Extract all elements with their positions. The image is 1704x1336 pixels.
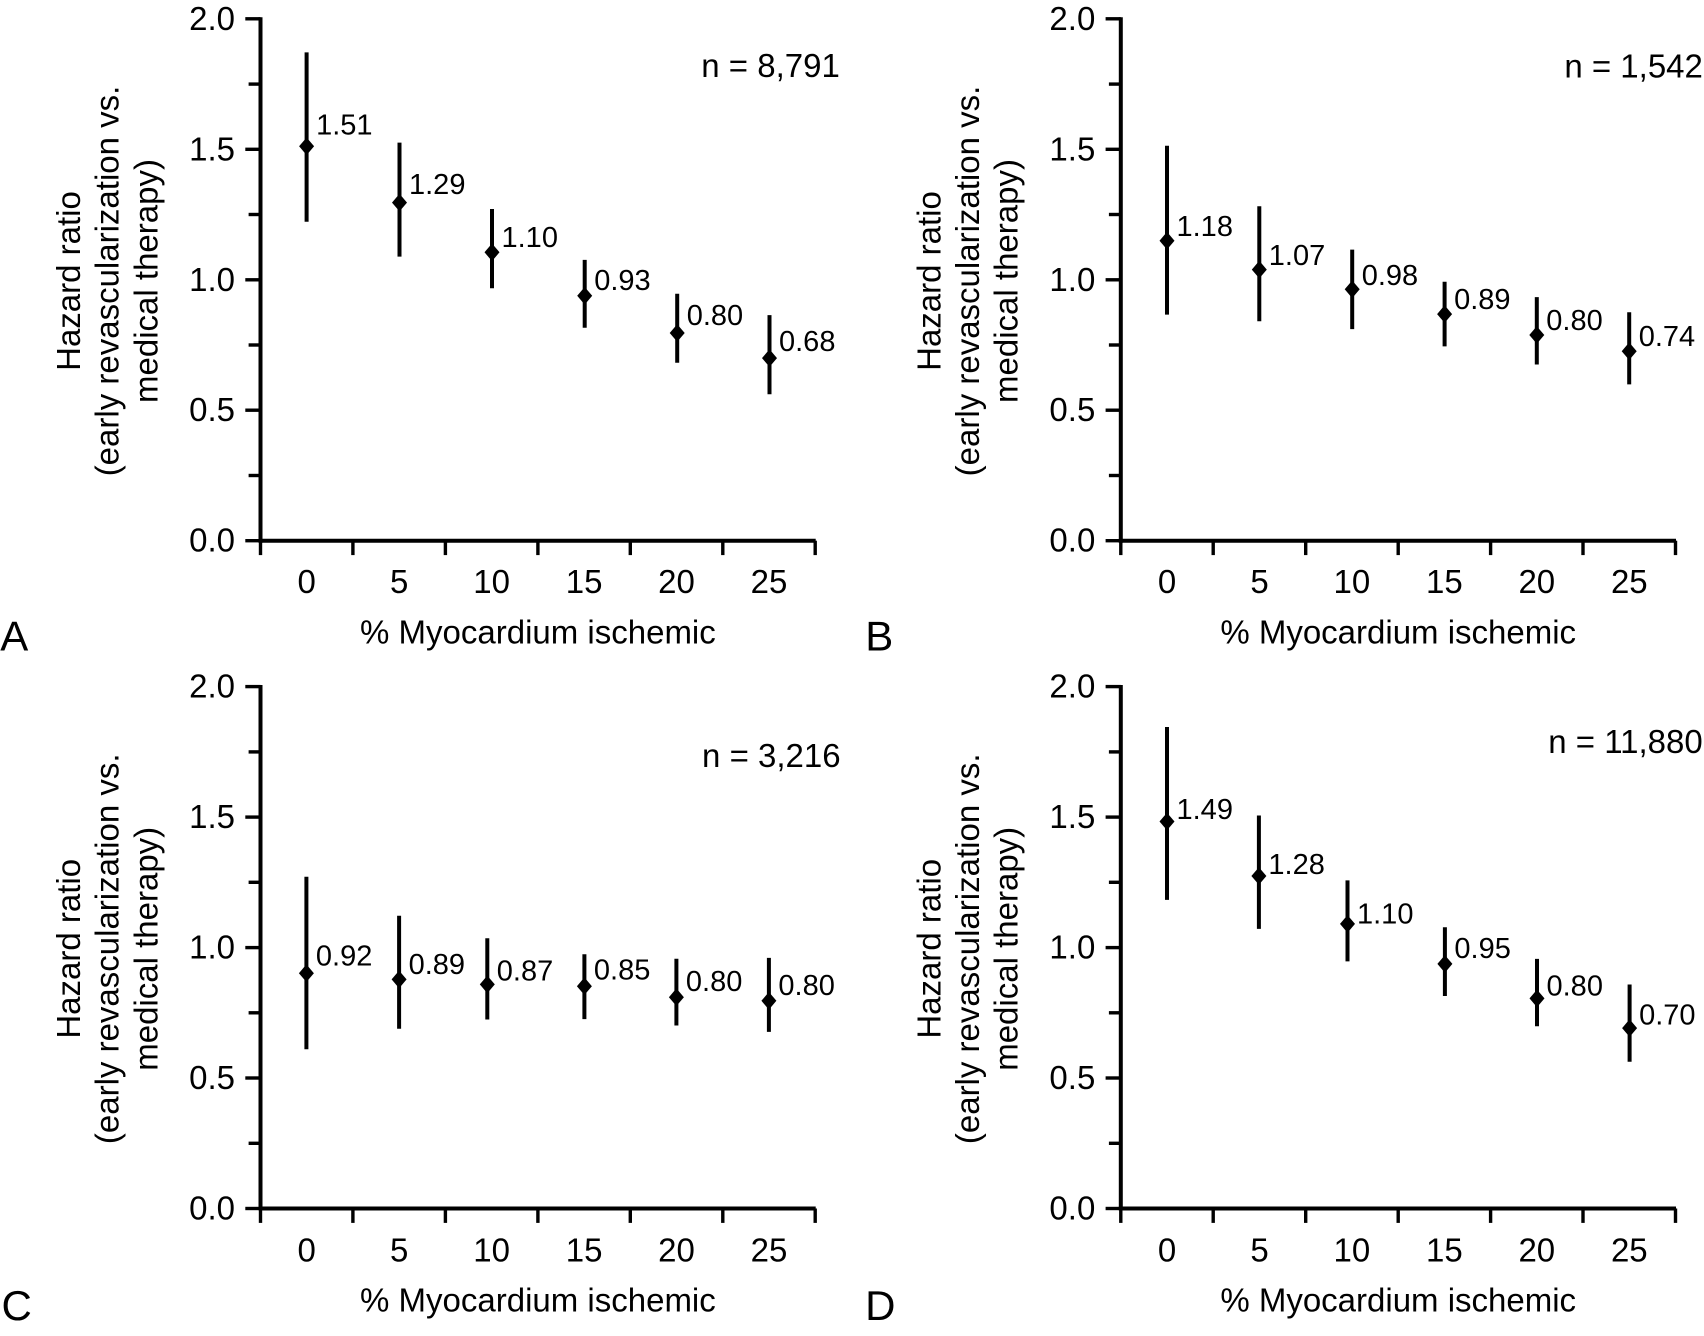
svg-text:C: C [2, 1282, 32, 1329]
svg-text:15: 15 [566, 1232, 603, 1269]
svg-text:0.5: 0.5 [1049, 391, 1095, 428]
svg-text:Hazard ratio: Hazard ratio [910, 859, 947, 1039]
svg-text:0.0: 0.0 [1049, 1190, 1095, 1227]
svg-text:15: 15 [566, 563, 603, 600]
svg-text:(early revascularization vs.: (early revascularization vs. [89, 86, 126, 477]
svg-text:2.0: 2.0 [189, 668, 235, 705]
svg-text:B: B [865, 613, 893, 660]
svg-text:2.0: 2.0 [1049, 668, 1095, 705]
svg-text:1.07: 1.07 [1269, 240, 1325, 272]
svg-text:0.0: 0.0 [189, 522, 235, 559]
svg-text:5: 5 [390, 1232, 408, 1269]
svg-text:0.5: 0.5 [189, 391, 235, 428]
svg-text:medical therapy): medical therapy) [127, 827, 164, 1071]
svg-text:(early revascularization vs.: (early revascularization vs. [89, 753, 126, 1144]
svg-text:1.5: 1.5 [189, 130, 235, 167]
svg-text:5: 5 [1250, 1232, 1268, 1269]
svg-text:Hazard ratio: Hazard ratio [910, 191, 947, 371]
svg-text:25: 25 [751, 563, 788, 600]
svg-text:20: 20 [1518, 563, 1555, 600]
svg-text:1.0: 1.0 [189, 261, 235, 298]
svg-text:0.0: 0.0 [1049, 522, 1095, 559]
svg-text:10: 10 [1334, 563, 1371, 600]
svg-text:0: 0 [298, 1232, 316, 1269]
svg-text:(early revascularization vs.: (early revascularization vs. [949, 753, 986, 1144]
svg-text:0.93: 0.93 [594, 265, 650, 297]
svg-text:medical therapy): medical therapy) [988, 827, 1025, 1071]
svg-text:n = 11,880: n = 11,880 [1548, 723, 1702, 760]
svg-text:0.92: 0.92 [316, 941, 372, 973]
svg-text:10: 10 [473, 1232, 510, 1269]
svg-text:2.0: 2.0 [189, 0, 235, 37]
svg-text:1.0: 1.0 [1049, 929, 1095, 966]
svg-text:A: A [0, 613, 28, 660]
svg-text:medical therapy): medical therapy) [127, 159, 164, 403]
svg-text:medical therapy): medical therapy) [988, 159, 1025, 403]
svg-text:0.74: 0.74 [1639, 321, 1695, 353]
svg-text:0.70: 0.70 [1639, 999, 1695, 1031]
svg-text:0: 0 [298, 563, 316, 600]
svg-text:0.68: 0.68 [779, 326, 835, 358]
svg-text:1.10: 1.10 [1357, 898, 1413, 930]
svg-text:1.28: 1.28 [1268, 849, 1324, 881]
svg-text:0.89: 0.89 [409, 949, 465, 981]
svg-text:% Myocardium ischemic: % Myocardium ischemic [1220, 614, 1576, 651]
svg-text:0.5: 0.5 [1049, 1059, 1095, 1096]
svg-text:n = 8,791: n = 8,791 [701, 47, 840, 84]
svg-text:0.0: 0.0 [189, 1190, 235, 1227]
svg-text:0.80: 0.80 [1547, 970, 1603, 1002]
svg-text:5: 5 [390, 563, 408, 600]
svg-text:15: 15 [1426, 1232, 1463, 1269]
svg-text:0: 0 [1158, 1232, 1176, 1269]
svg-text:Hazard ratio: Hazard ratio [50, 859, 87, 1039]
svg-text:1.5: 1.5 [189, 798, 235, 835]
svg-text:0.5: 0.5 [189, 1059, 235, 1096]
svg-text:25: 25 [1611, 563, 1648, 600]
svg-text:1.5: 1.5 [1049, 130, 1095, 167]
svg-text:0.80: 0.80 [1546, 305, 1602, 337]
svg-text:20: 20 [658, 563, 695, 600]
svg-text:0.87: 0.87 [497, 956, 553, 988]
svg-text:1.29: 1.29 [409, 169, 465, 201]
svg-text:n = 1,542: n = 1,542 [1564, 48, 1703, 85]
svg-text:% Myocardium ischemic: % Myocardium ischemic [360, 1281, 716, 1318]
svg-text:0: 0 [1158, 563, 1176, 600]
svg-text:1.18: 1.18 [1177, 211, 1233, 243]
svg-text:1.51: 1.51 [316, 109, 372, 141]
svg-text:0.80: 0.80 [687, 300, 743, 332]
svg-text:15: 15 [1426, 563, 1463, 600]
svg-text:10: 10 [473, 563, 510, 600]
svg-text:n = 3,216: n = 3,216 [702, 737, 841, 774]
svg-text:0.80: 0.80 [778, 970, 834, 1002]
svg-text:% Myocardium ischemic: % Myocardium ischemic [360, 614, 716, 651]
svg-text:20: 20 [658, 1232, 695, 1269]
svg-text:Hazard ratio: Hazard ratio [50, 191, 87, 371]
svg-text:25: 25 [1611, 1232, 1648, 1269]
svg-text:1.49: 1.49 [1177, 794, 1233, 826]
svg-text:(early revascularization vs.: (early revascularization vs. [949, 86, 986, 477]
svg-text:5: 5 [1250, 563, 1268, 600]
svg-text:1.0: 1.0 [189, 929, 235, 966]
svg-text:0.80: 0.80 [686, 966, 742, 998]
svg-text:0.89: 0.89 [1454, 284, 1510, 316]
svg-text:20: 20 [1518, 1232, 1555, 1269]
svg-text:25: 25 [751, 1232, 788, 1269]
svg-text:0.98: 0.98 [1362, 260, 1418, 292]
svg-text:D: D [865, 1282, 895, 1329]
svg-text:1.10: 1.10 [502, 222, 558, 254]
svg-text:% Myocardium ischemic: % Myocardium ischemic [1220, 1281, 1576, 1318]
svg-text:10: 10 [1334, 1232, 1371, 1269]
svg-text:0.85: 0.85 [594, 954, 650, 986]
svg-text:1.0: 1.0 [1049, 261, 1095, 298]
svg-text:2.0: 2.0 [1049, 0, 1095, 37]
svg-text:0.95: 0.95 [1454, 933, 1510, 965]
svg-text:1.5: 1.5 [1049, 798, 1095, 835]
